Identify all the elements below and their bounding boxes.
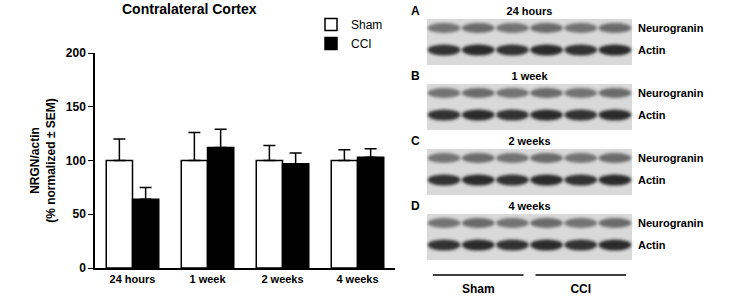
svg-text:C: C: [411, 134, 420, 148]
svg-text:24 hours: 24 hours: [507, 5, 553, 17]
svg-text:Neurogranin: Neurogranin: [638, 22, 704, 34]
svg-text:4 weeks: 4 weeks: [508, 200, 550, 212]
svg-text:Neurogranin: Neurogranin: [638, 152, 704, 164]
svg-text:CCI: CCI: [570, 282, 591, 296]
svg-text:2 weeks: 2 weeks: [508, 135, 550, 147]
svg-text:Actin: Actin: [638, 109, 666, 121]
svg-text:0: 0: [79, 261, 86, 275]
svg-text:100: 100: [66, 154, 86, 168]
svg-text:CCI: CCI: [351, 37, 372, 51]
svg-text:200: 200: [66, 46, 86, 60]
svg-text:B: B: [411, 69, 420, 83]
svg-text:Actin: Actin: [638, 44, 666, 56]
svg-text:4 weeks: 4 weeks: [336, 273, 378, 285]
svg-text:150: 150: [66, 100, 86, 114]
svg-text:A: A: [411, 4, 420, 18]
svg-text:2 weeks: 2 weeks: [261, 273, 303, 285]
svg-text:Actin: Actin: [638, 239, 666, 251]
svg-text:NRGN/actin(% normalized ± SEM): NRGN/actin(% normalized ± SEM): [28, 98, 58, 223]
svg-text:Sham: Sham: [351, 18, 382, 32]
svg-text:1 week: 1 week: [511, 70, 548, 82]
svg-text:Actin: Actin: [638, 174, 666, 186]
svg-text:Neurogranin: Neurogranin: [638, 87, 704, 99]
svg-text:Sham: Sham: [462, 282, 495, 296]
svg-text:24 hours: 24 hours: [110, 273, 156, 285]
svg-text:Neurogranin: Neurogranin: [638, 217, 704, 229]
svg-text:1 week: 1 week: [189, 273, 226, 285]
svg-text:D: D: [411, 199, 420, 213]
svg-text:50: 50: [72, 207, 86, 221]
svg-text:Contralateral Cortex: Contralateral Cortex: [122, 1, 257, 17]
